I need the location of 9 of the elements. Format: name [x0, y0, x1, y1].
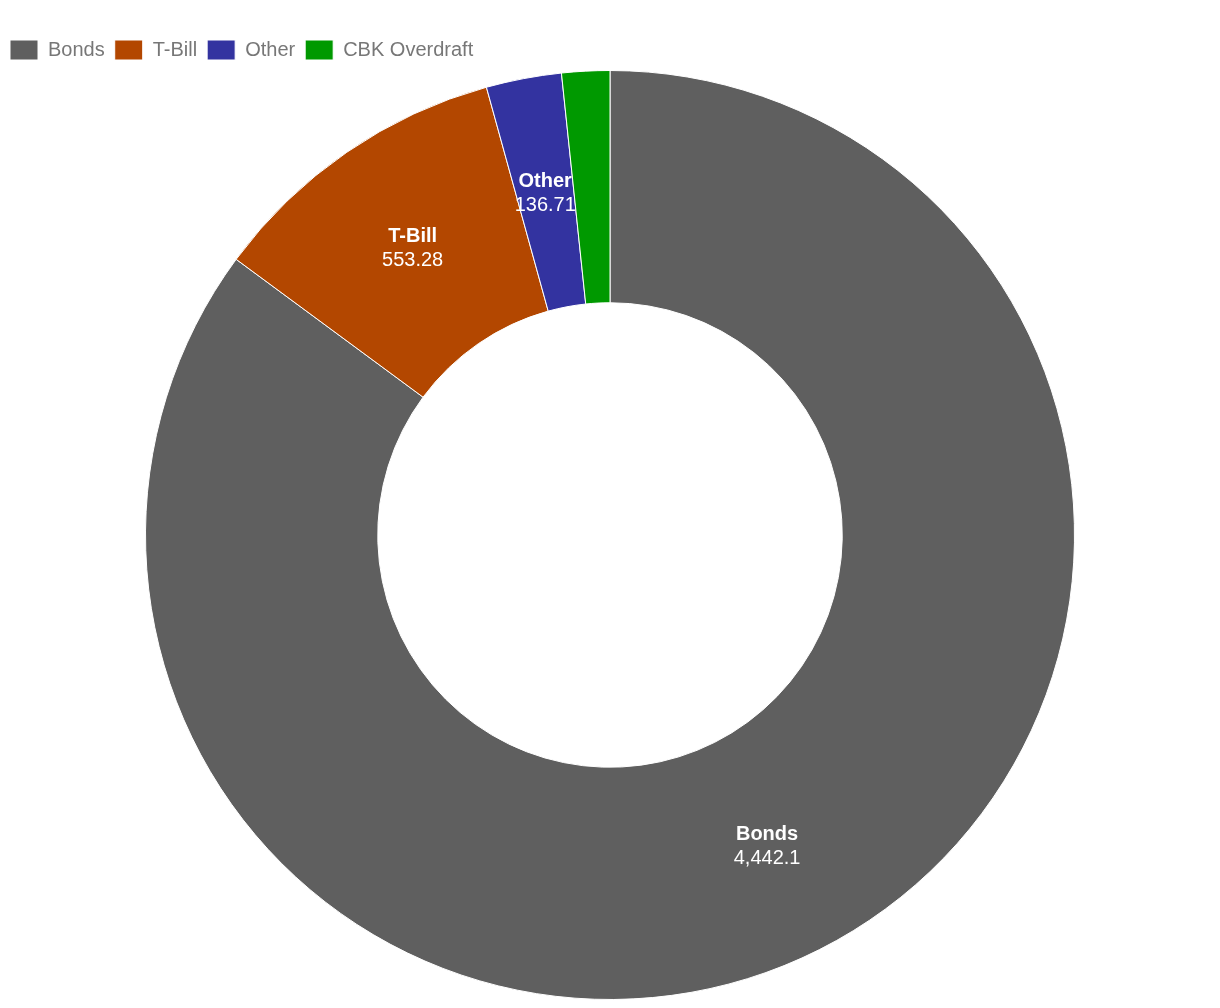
legend-label: T-Bill — [152, 37, 198, 60]
legend-label: Bonds — [48, 37, 105, 60]
legend-label: Other — [245, 37, 296, 60]
data-label: 553.28 — [382, 248, 444, 271]
slice-label: Other — [518, 169, 573, 192]
slice-label: T-Bill — [388, 224, 438, 247]
legend-label: CBK Overdraft — [343, 37, 474, 60]
data-label: 4,442.1 — [733, 846, 801, 869]
slice-label: Bonds — [735, 822, 799, 845]
